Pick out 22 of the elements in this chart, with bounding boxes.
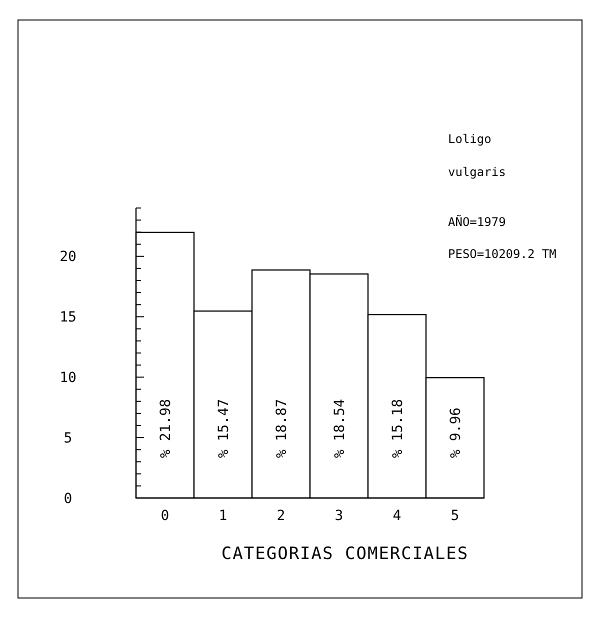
annotation: AÑO=1979 xyxy=(448,214,506,229)
y-tick-label: 5 xyxy=(64,430,72,446)
data-label: % 18.87 xyxy=(274,398,290,458)
x-tick-label: 1 xyxy=(218,508,228,524)
data-label: % 15.47 xyxy=(216,398,232,458)
data-label: % 21.98 xyxy=(158,398,174,458)
y-tick-label: 10 xyxy=(60,370,76,386)
annotation: PESO=10209.2 TM xyxy=(448,247,556,261)
x-tick-label: 5 xyxy=(450,508,460,524)
x-tick-label: 3 xyxy=(334,508,344,524)
y-tick-label: 20 xyxy=(60,249,76,266)
y-tick-label: 15 xyxy=(60,310,76,326)
x-tick-label: 2 xyxy=(276,508,286,524)
data-label: % 18.54 xyxy=(332,398,348,458)
y-tick-label: 0 xyxy=(64,490,72,507)
data-label: % 15.18 xyxy=(390,398,406,458)
text: vulgaris xyxy=(448,165,506,179)
x-tick-label: 0 xyxy=(160,508,170,524)
data-label: % 9.96 xyxy=(448,407,464,458)
x-axis-title: CATEGORIAS COMERCIALES xyxy=(221,544,469,564)
text: Loligo xyxy=(448,132,492,146)
x-tick-label: 4 xyxy=(392,508,402,524)
